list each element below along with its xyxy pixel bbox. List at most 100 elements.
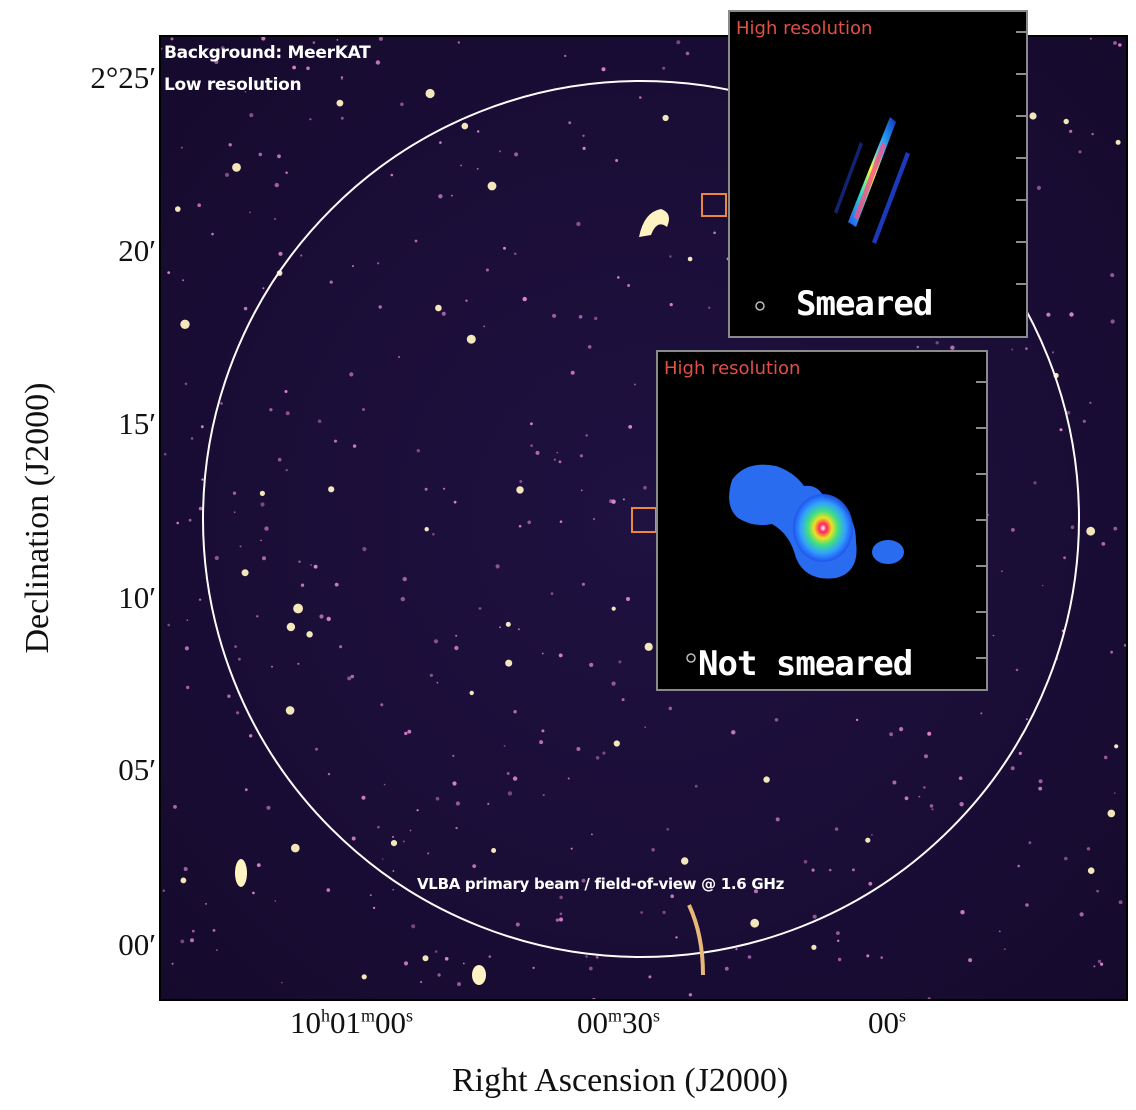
radio-source-dot xyxy=(836,931,840,935)
radio-source-dot xyxy=(488,955,492,958)
radio-source-dot xyxy=(1086,526,1096,536)
radio-source-dot xyxy=(452,781,457,786)
radio-source-dot xyxy=(499,626,501,629)
radio-source-dot xyxy=(167,271,171,274)
radio-source-dot xyxy=(197,203,201,207)
radio-source-dot xyxy=(182,279,185,282)
radio-source-dot xyxy=(171,962,174,965)
radio-source-dot xyxy=(541,729,545,733)
radio-source-dot xyxy=(269,408,273,412)
smeared-core xyxy=(854,142,886,220)
radio-source-dot xyxy=(249,211,251,214)
radio-source-dot xyxy=(968,958,973,963)
radio-source-dot xyxy=(916,345,920,349)
radio-source-dot xyxy=(640,911,643,914)
radio-source-dot xyxy=(407,729,412,734)
radio-source-dot xyxy=(539,740,544,745)
radio-source-dot xyxy=(369,894,372,896)
radio-source-dot xyxy=(615,159,619,162)
radio-source-dot xyxy=(578,315,583,319)
radio-source-dot xyxy=(1051,351,1055,354)
radio-source-dot xyxy=(518,524,522,528)
radio-source-dot xyxy=(200,425,204,429)
radio-source-dot xyxy=(622,498,625,501)
radio-source-dot xyxy=(478,607,482,610)
radio-source-dot xyxy=(585,955,588,958)
radio-source-dot xyxy=(1015,668,1019,672)
radio-source-dot xyxy=(959,802,964,807)
radio-source-dot xyxy=(424,527,429,532)
radio-source-dot xyxy=(923,786,926,789)
radio-core xyxy=(793,494,853,562)
radio-source-dot xyxy=(347,676,352,681)
radio-source-dot xyxy=(191,929,195,933)
radio-source-dot xyxy=(880,956,883,959)
radio-source-dot xyxy=(402,840,405,843)
radio-source-dot xyxy=(300,254,303,257)
radio-source-dot xyxy=(750,918,760,928)
radio-source-dot xyxy=(487,802,490,806)
radio-source-dot xyxy=(457,41,460,44)
radio-source-dot xyxy=(871,834,873,836)
radio-source-dot xyxy=(587,345,592,349)
radio-source-dot xyxy=(1063,118,1069,125)
radio-source-dot xyxy=(837,939,840,942)
radio-source-dot xyxy=(274,900,277,902)
radio-source-dot xyxy=(277,154,281,159)
radio-source-dot xyxy=(685,51,690,56)
radio-source-dot xyxy=(687,256,693,262)
radio-source-dot xyxy=(313,564,318,569)
radio-source-dot xyxy=(381,858,384,860)
radio-source-dot xyxy=(198,598,202,601)
radio-source-dot xyxy=(515,922,520,927)
extended-source xyxy=(235,859,247,887)
radio-source-dot xyxy=(249,113,254,118)
radio-source-dot xyxy=(439,141,442,144)
radio-source-dot xyxy=(477,130,480,133)
radio-source-dot xyxy=(232,163,241,172)
radio-source-dot xyxy=(1127,774,1128,776)
radio-source-dot xyxy=(373,906,376,910)
radio-source-dot xyxy=(390,840,398,847)
radio-source-dot xyxy=(378,37,383,41)
inset-bottom-title: High resolution xyxy=(664,358,801,379)
y-axis-title: Declination (J2000) xyxy=(19,382,56,654)
radio-source-dot xyxy=(285,706,295,715)
x-axis-title: Right Ascension (J2000) xyxy=(452,1062,789,1099)
radio-source-dot xyxy=(258,152,263,157)
radio-source-dot xyxy=(411,924,416,929)
radio-source-dot xyxy=(310,564,313,566)
radio-source-dot xyxy=(239,545,242,548)
radio-source-dot xyxy=(694,784,698,788)
radio-source-dot xyxy=(441,311,446,316)
resolution-label: Low resolution xyxy=(164,75,302,95)
radio-source-dot xyxy=(669,303,673,307)
radio-source-dot xyxy=(542,793,545,797)
radio-source-dot xyxy=(1093,965,1096,968)
radio-source-dot xyxy=(1118,900,1123,905)
radio-source-dot xyxy=(434,950,438,953)
radio-source-dot xyxy=(592,998,596,999)
radio-source-dot xyxy=(602,751,606,755)
radio-source-dot xyxy=(666,828,669,831)
radio-source-dot xyxy=(352,265,354,268)
radio-source-dot xyxy=(260,539,262,542)
radio-source-dot xyxy=(498,150,502,153)
radio-source-dot xyxy=(451,194,453,197)
radio-source-dot xyxy=(256,863,261,867)
beam-ellipse-icon xyxy=(686,653,696,663)
radio-source-dot xyxy=(400,102,404,107)
radio-source-dot xyxy=(1025,347,1028,350)
radio-source-dot xyxy=(555,918,560,922)
radio-source-dot xyxy=(1113,526,1118,531)
radio-source-dot xyxy=(1038,779,1043,784)
radio-source-dot xyxy=(713,231,716,235)
radio-source-dot xyxy=(935,341,939,345)
radio-source-dot xyxy=(931,808,934,811)
radio-source-dot xyxy=(1018,751,1022,756)
radio-source-dot xyxy=(472,864,477,868)
radio-source-dot xyxy=(173,805,177,809)
smeared-sidelobe xyxy=(872,152,910,244)
radio-source-dot xyxy=(339,645,343,649)
radio-source-dot xyxy=(238,657,241,661)
